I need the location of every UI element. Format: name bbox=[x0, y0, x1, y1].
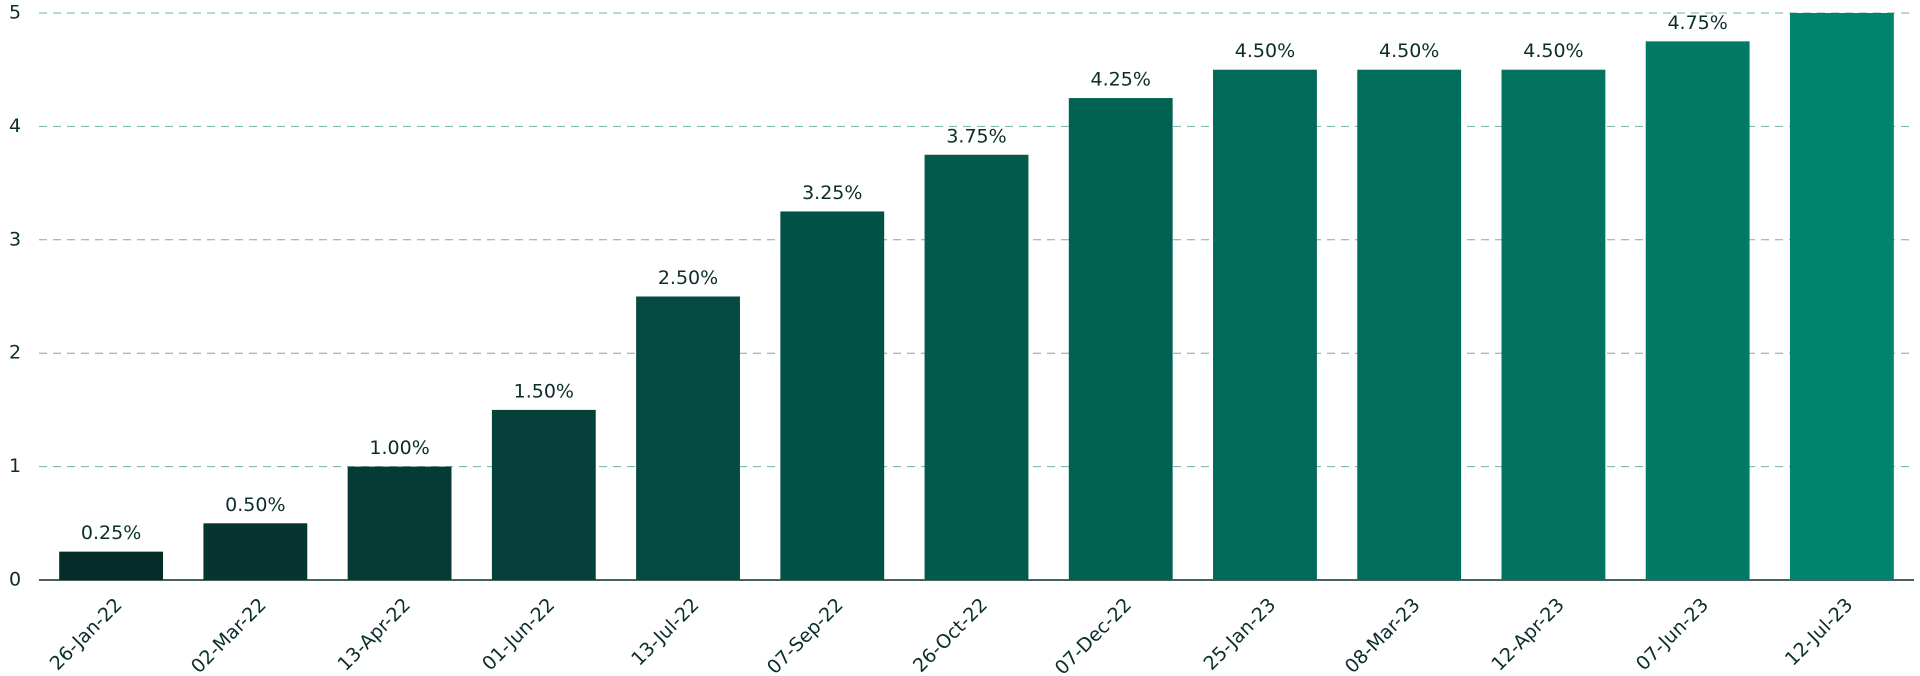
x-tick-label: 12-Jul-23 bbox=[1781, 594, 1857, 670]
bar bbox=[780, 211, 885, 580]
x-tick-label: 26-Oct-22 bbox=[909, 594, 992, 676]
x-tick-label: 07-Jun-23 bbox=[1632, 594, 1713, 675]
bar bbox=[1501, 69, 1606, 580]
x-tick-label: 07-Dec-22 bbox=[1051, 594, 1136, 676]
bar bbox=[1645, 41, 1750, 581]
x-tick-label: 13-Jul-22 bbox=[627, 594, 703, 670]
value-label: 0.25% bbox=[81, 522, 141, 544]
bar bbox=[347, 466, 452, 580]
y-tick-label: 1 bbox=[9, 455, 21, 477]
bar bbox=[924, 154, 1029, 580]
bar bbox=[203, 523, 308, 580]
value-label: 1.00% bbox=[369, 437, 429, 459]
value-label: 1.50% bbox=[514, 380, 574, 402]
bar bbox=[1068, 98, 1173, 581]
x-tick-label: 13-Apr-22 bbox=[333, 594, 415, 676]
x-tick-label: 02-Mar-22 bbox=[187, 594, 271, 676]
x-tick-label: 26-Jan-22 bbox=[46, 594, 127, 675]
x-tick-label: 08-Mar-23 bbox=[1341, 594, 1425, 676]
bar bbox=[1213, 69, 1317, 580]
bar bbox=[1357, 69, 1462, 580]
y-tick-label: 4 bbox=[9, 115, 21, 137]
value-label: 2.50% bbox=[658, 267, 718, 289]
x-tick-label: 25-Jan-23 bbox=[1199, 594, 1280, 675]
value-label: 0.50% bbox=[225, 494, 285, 516]
bar bbox=[59, 551, 164, 580]
value-label: 3.25% bbox=[802, 182, 862, 204]
value-label: 4.25% bbox=[1091, 69, 1151, 91]
x-tick-label: 07-Sep-22 bbox=[763, 594, 848, 676]
y-tick-label: 5 bbox=[9, 2, 21, 24]
value-label: 4.50% bbox=[1235, 40, 1295, 62]
bar bbox=[1789, 13, 1894, 580]
y-tick-label: 0 bbox=[9, 569, 21, 591]
value-label: 4.50% bbox=[1523, 40, 1583, 62]
value-label: 4.50% bbox=[1379, 40, 1439, 62]
bar bbox=[636, 296, 740, 580]
bar bbox=[491, 409, 596, 580]
value-label: 4.75% bbox=[1667, 12, 1727, 34]
x-tick-label: 01-Jun-22 bbox=[478, 594, 559, 675]
value-label: 3.75% bbox=[946, 125, 1006, 147]
y-tick-label: 2 bbox=[9, 342, 21, 364]
y-tick-label: 3 bbox=[9, 228, 21, 250]
x-tick-label: 12-Apr-23 bbox=[1487, 594, 1569, 676]
